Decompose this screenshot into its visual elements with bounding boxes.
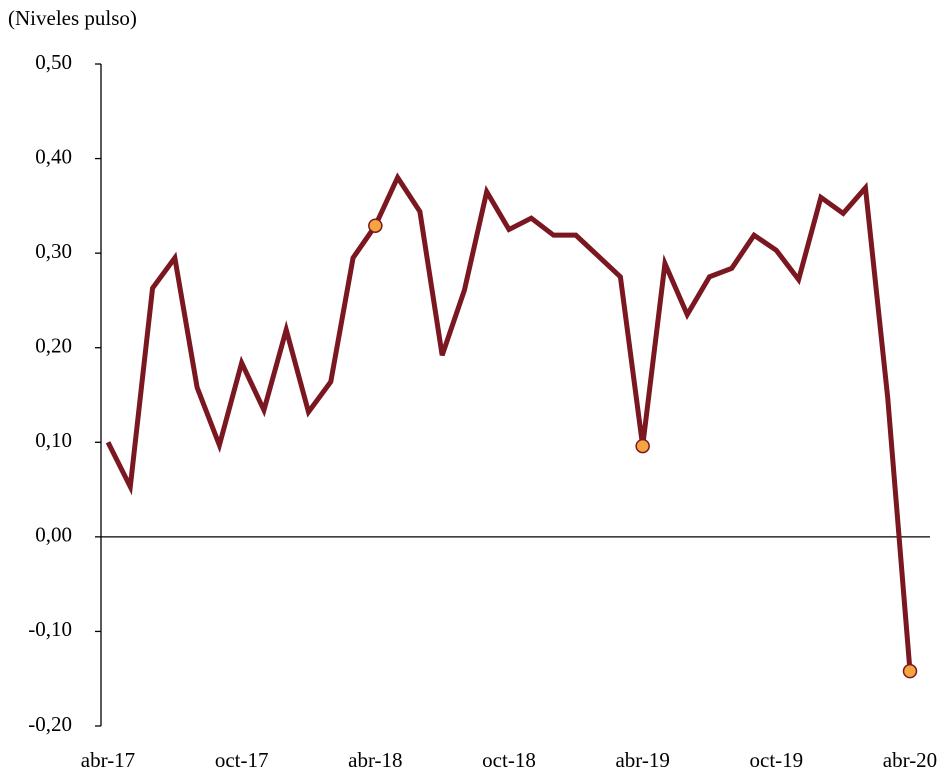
y-tick-label: 0,00 xyxy=(35,523,72,547)
y-tick-label: 0,30 xyxy=(35,239,72,263)
y-tick-label: 0,40 xyxy=(35,144,72,168)
x-tick-label: abr-19 xyxy=(615,748,669,772)
highlight-marker xyxy=(635,438,650,454)
x-tick-label: oct-18 xyxy=(482,748,536,772)
x-tick-label: abr-17 xyxy=(81,748,135,772)
x-tick-label: oct-19 xyxy=(750,748,804,772)
y-tick-label: -0,20 xyxy=(28,712,72,736)
highlight-marker xyxy=(368,218,383,233)
x-tick-label: abr-18 xyxy=(348,748,402,772)
line xyxy=(105,172,913,672)
y-tick-label: 0,10 xyxy=(35,428,72,452)
highlight-marker xyxy=(902,663,918,679)
x-tick-label: abr-20 xyxy=(883,748,937,772)
y-tick-label: -0,10 xyxy=(28,617,72,641)
y-tick-label: 0,20 xyxy=(35,334,72,358)
y-axis-label: (Niveles pulso) xyxy=(8,6,137,30)
y-tick-label: 0,50 xyxy=(35,50,72,74)
x-tick-label: oct-17 xyxy=(215,748,269,772)
